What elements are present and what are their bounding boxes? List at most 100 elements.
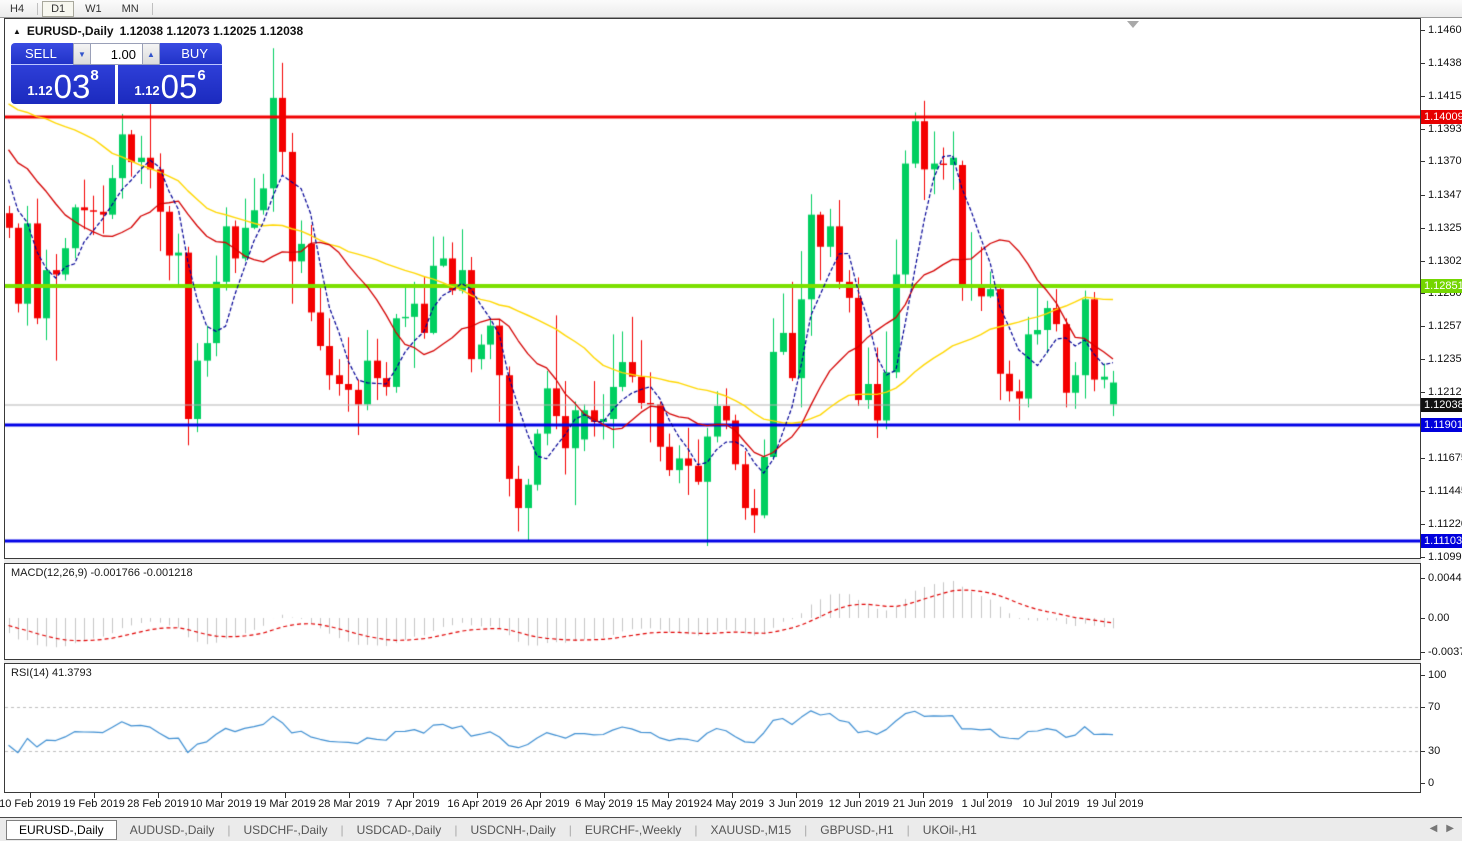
chart-tab-eurusd[interactable]: EURUSD-,Daily: [6, 819, 117, 840]
collapse-panel-icon[interactable]: ▲: [13, 26, 21, 36]
sell-price-pip: 8: [90, 67, 99, 84]
timeframe-toolbar: H4 D1 W1 MN: [0, 0, 1462, 18]
date-axis-label: 19 Feb 2019: [63, 798, 125, 810]
tab-separator: |: [804, 822, 808, 837]
toolbar-separator: [37, 2, 39, 15]
tab-scroll-left-button[interactable]: ◀: [1429, 823, 1438, 834]
price-level-badge: 1.14009: [1421, 110, 1462, 124]
date-axis-tick: [349, 793, 350, 798]
date-axis-tick: [285, 793, 286, 798]
macd-indicator-pane[interactable]: MACD(12,26,9) -0.001766 -0.001218: [4, 563, 1421, 660]
price-axis-label: 1.14155: [1428, 90, 1462, 102]
price-axis-label: 1.14380: [1428, 57, 1462, 69]
timeframe-mn-button[interactable]: MN: [121, 2, 139, 15]
tab-separator: |: [906, 822, 910, 837]
date-axis-tick: [221, 793, 222, 798]
date-axis-label: 28 Feb 2019: [127, 798, 189, 810]
date-axis-label: 12 Jun 2019: [828, 798, 890, 810]
sell-price[interactable]: 1.12 03 8: [11, 65, 115, 104]
chart-tab-usdcad[interactable]: USDCAD-,Daily: [356, 822, 442, 837]
tab-separator: |: [227, 822, 231, 837]
date-axis-label: 1 Jul 2019: [961, 798, 1013, 810]
rsi-axis-label: 0: [1428, 777, 1435, 789]
price-axis[interactable]: 1.14605 1.14380 1.14155 1.13930 1.13705 1.134…: [1421, 18, 1462, 793]
chart-tab-ukoil[interactable]: UKOil-,H1: [922, 822, 977, 837]
rsi-canvas[interactable]: [5, 664, 1420, 792]
chart-tab-bar: EURUSD-,Daily AUDUSD-,Daily | USDCHF-,Daily…: [0, 817, 1462, 841]
volume-decrease-button[interactable]: ▼: [73, 43, 91, 65]
macd-label: MACD(12,26,9) -0.001766 -0.001218: [11, 567, 193, 579]
date-axis-tick: [94, 793, 95, 798]
price-axis-label: 1.12350: [1428, 353, 1462, 365]
chart-tab-usdcnh[interactable]: USDCNH-,Daily: [470, 822, 556, 837]
rsi-axis-tick: [1421, 751, 1425, 752]
date-axis[interactable]: 10 Feb 2019 19 Feb 2019 28 Feb 2019 10 Mar …: [0, 793, 1421, 817]
rsi-axis-label: 30: [1428, 745, 1441, 757]
date-axis-label: 19 Mar 2019: [254, 798, 316, 810]
date-axis-label: 19 Jul 2019: [1086, 798, 1144, 810]
date-axis-label: 16 Apr 2019: [447, 798, 507, 810]
macd-canvas[interactable]: [5, 564, 1420, 659]
chart-tab-xauusd[interactable]: XAUUSD-,M15: [710, 822, 792, 837]
price-axis-label: 1.13930: [1428, 123, 1462, 135]
volume-spinner: ▼ ▲: [73, 43, 160, 65]
pane-splitter[interactable]: [4, 660, 1421, 663]
date-axis-tick: [859, 793, 860, 798]
chart-tab-gbpusd[interactable]: GBPUSD-,H1: [820, 822, 894, 837]
chart-shift-marker-icon[interactable]: [1127, 21, 1139, 28]
volume-input[interactable]: [91, 43, 142, 65]
rsi-indicator-pane[interactable]: RSI(14) 41.3793: [4, 663, 1421, 793]
macd-axis-tick: [1421, 652, 1425, 653]
price-axis-label: 1.12125: [1428, 386, 1462, 398]
timeframe-w1-button[interactable]: W1: [85, 2, 102, 15]
chart-tab-audusd[interactable]: AUDUSD-,Daily: [129, 822, 215, 837]
date-axis-tick: [796, 793, 797, 798]
macd-axis-tick: [1421, 578, 1425, 579]
timeframe-h4-button[interactable]: H4: [10, 2, 25, 15]
rsi-axis-tick: [1421, 675, 1425, 676]
volume-increase-button[interactable]: ▲: [142, 43, 160, 65]
date-axis-tick: [987, 793, 988, 798]
chart-symbol-label: EURUSD-,Daily: [26, 24, 114, 38]
price-axis-tick: [1421, 293, 1425, 294]
date-axis-tick: [668, 793, 669, 798]
price-axis-label: 1.14605: [1428, 24, 1462, 36]
price-axis-tick: [1421, 326, 1425, 327]
price-chart-canvas[interactable]: [5, 19, 1420, 558]
price-axis-label: 1.13025: [1428, 255, 1462, 267]
date-axis-tick: [604, 793, 605, 798]
date-axis-label: 10 Jul 2019: [1022, 798, 1080, 810]
date-axis-label: 24 May 2019: [700, 798, 764, 810]
pane-splitter[interactable]: [4, 559, 1421, 563]
buy-price-big: 05: [160, 68, 198, 105]
price-axis-tick: [1421, 96, 1425, 97]
price-level-badge: 1.12851: [1421, 279, 1462, 293]
date-axis-label: 10 Mar 2019: [190, 798, 252, 810]
tab-scroll-right-button[interactable]: ▶: [1446, 823, 1454, 834]
buy-price-prefix: 1.12: [134, 83, 160, 98]
macd-axis-label: 0.004465: [1428, 572, 1462, 584]
chart-tab-usdchf[interactable]: USDCHF-,Daily: [243, 822, 328, 837]
date-axis-tick: [1051, 793, 1052, 798]
buy-price[interactable]: 1.12 05 6: [118, 65, 222, 104]
price-axis-tick: [1421, 195, 1425, 196]
chart-tabs: EURUSD-,Daily AUDUSD-,Daily | USDCHF-,Daily…: [6, 819, 990, 840]
date-axis-tick: [540, 793, 541, 798]
price-axis-tick: [1421, 161, 1425, 162]
macd-axis-tick: [1421, 618, 1425, 619]
date-axis-label: 28 Mar 2019: [318, 798, 380, 810]
price-axis-label: 1.10995: [1428, 551, 1462, 563]
price-axis-label: 1.13705: [1428, 155, 1462, 167]
macd-axis-label: 0.00: [1428, 612, 1450, 624]
price-axis-label: 1.11220: [1428, 518, 1462, 530]
price-axis-tick: [1421, 524, 1425, 525]
price-chart-pane[interactable]: ▲ EURUSD-,Daily 1.12038 1.12073 1.12025 …: [4, 18, 1421, 559]
tab-separator: |: [568, 822, 572, 837]
date-axis-label: 3 Jun 2019: [768, 798, 824, 810]
sell-price-prefix: 1.12: [27, 83, 53, 98]
date-axis-tick: [732, 793, 733, 798]
chart-tab-eurchf[interactable]: EURCHF-,Weekly: [584, 822, 682, 837]
price-axis-label: 1.13475: [1428, 189, 1462, 201]
timeframe-d1-button[interactable]: D1: [42, 0, 75, 17]
one-click-trading-panel: SELL 1.12 03 8 BUY 1.12 05 6 ▼ ▲: [11, 43, 222, 105]
